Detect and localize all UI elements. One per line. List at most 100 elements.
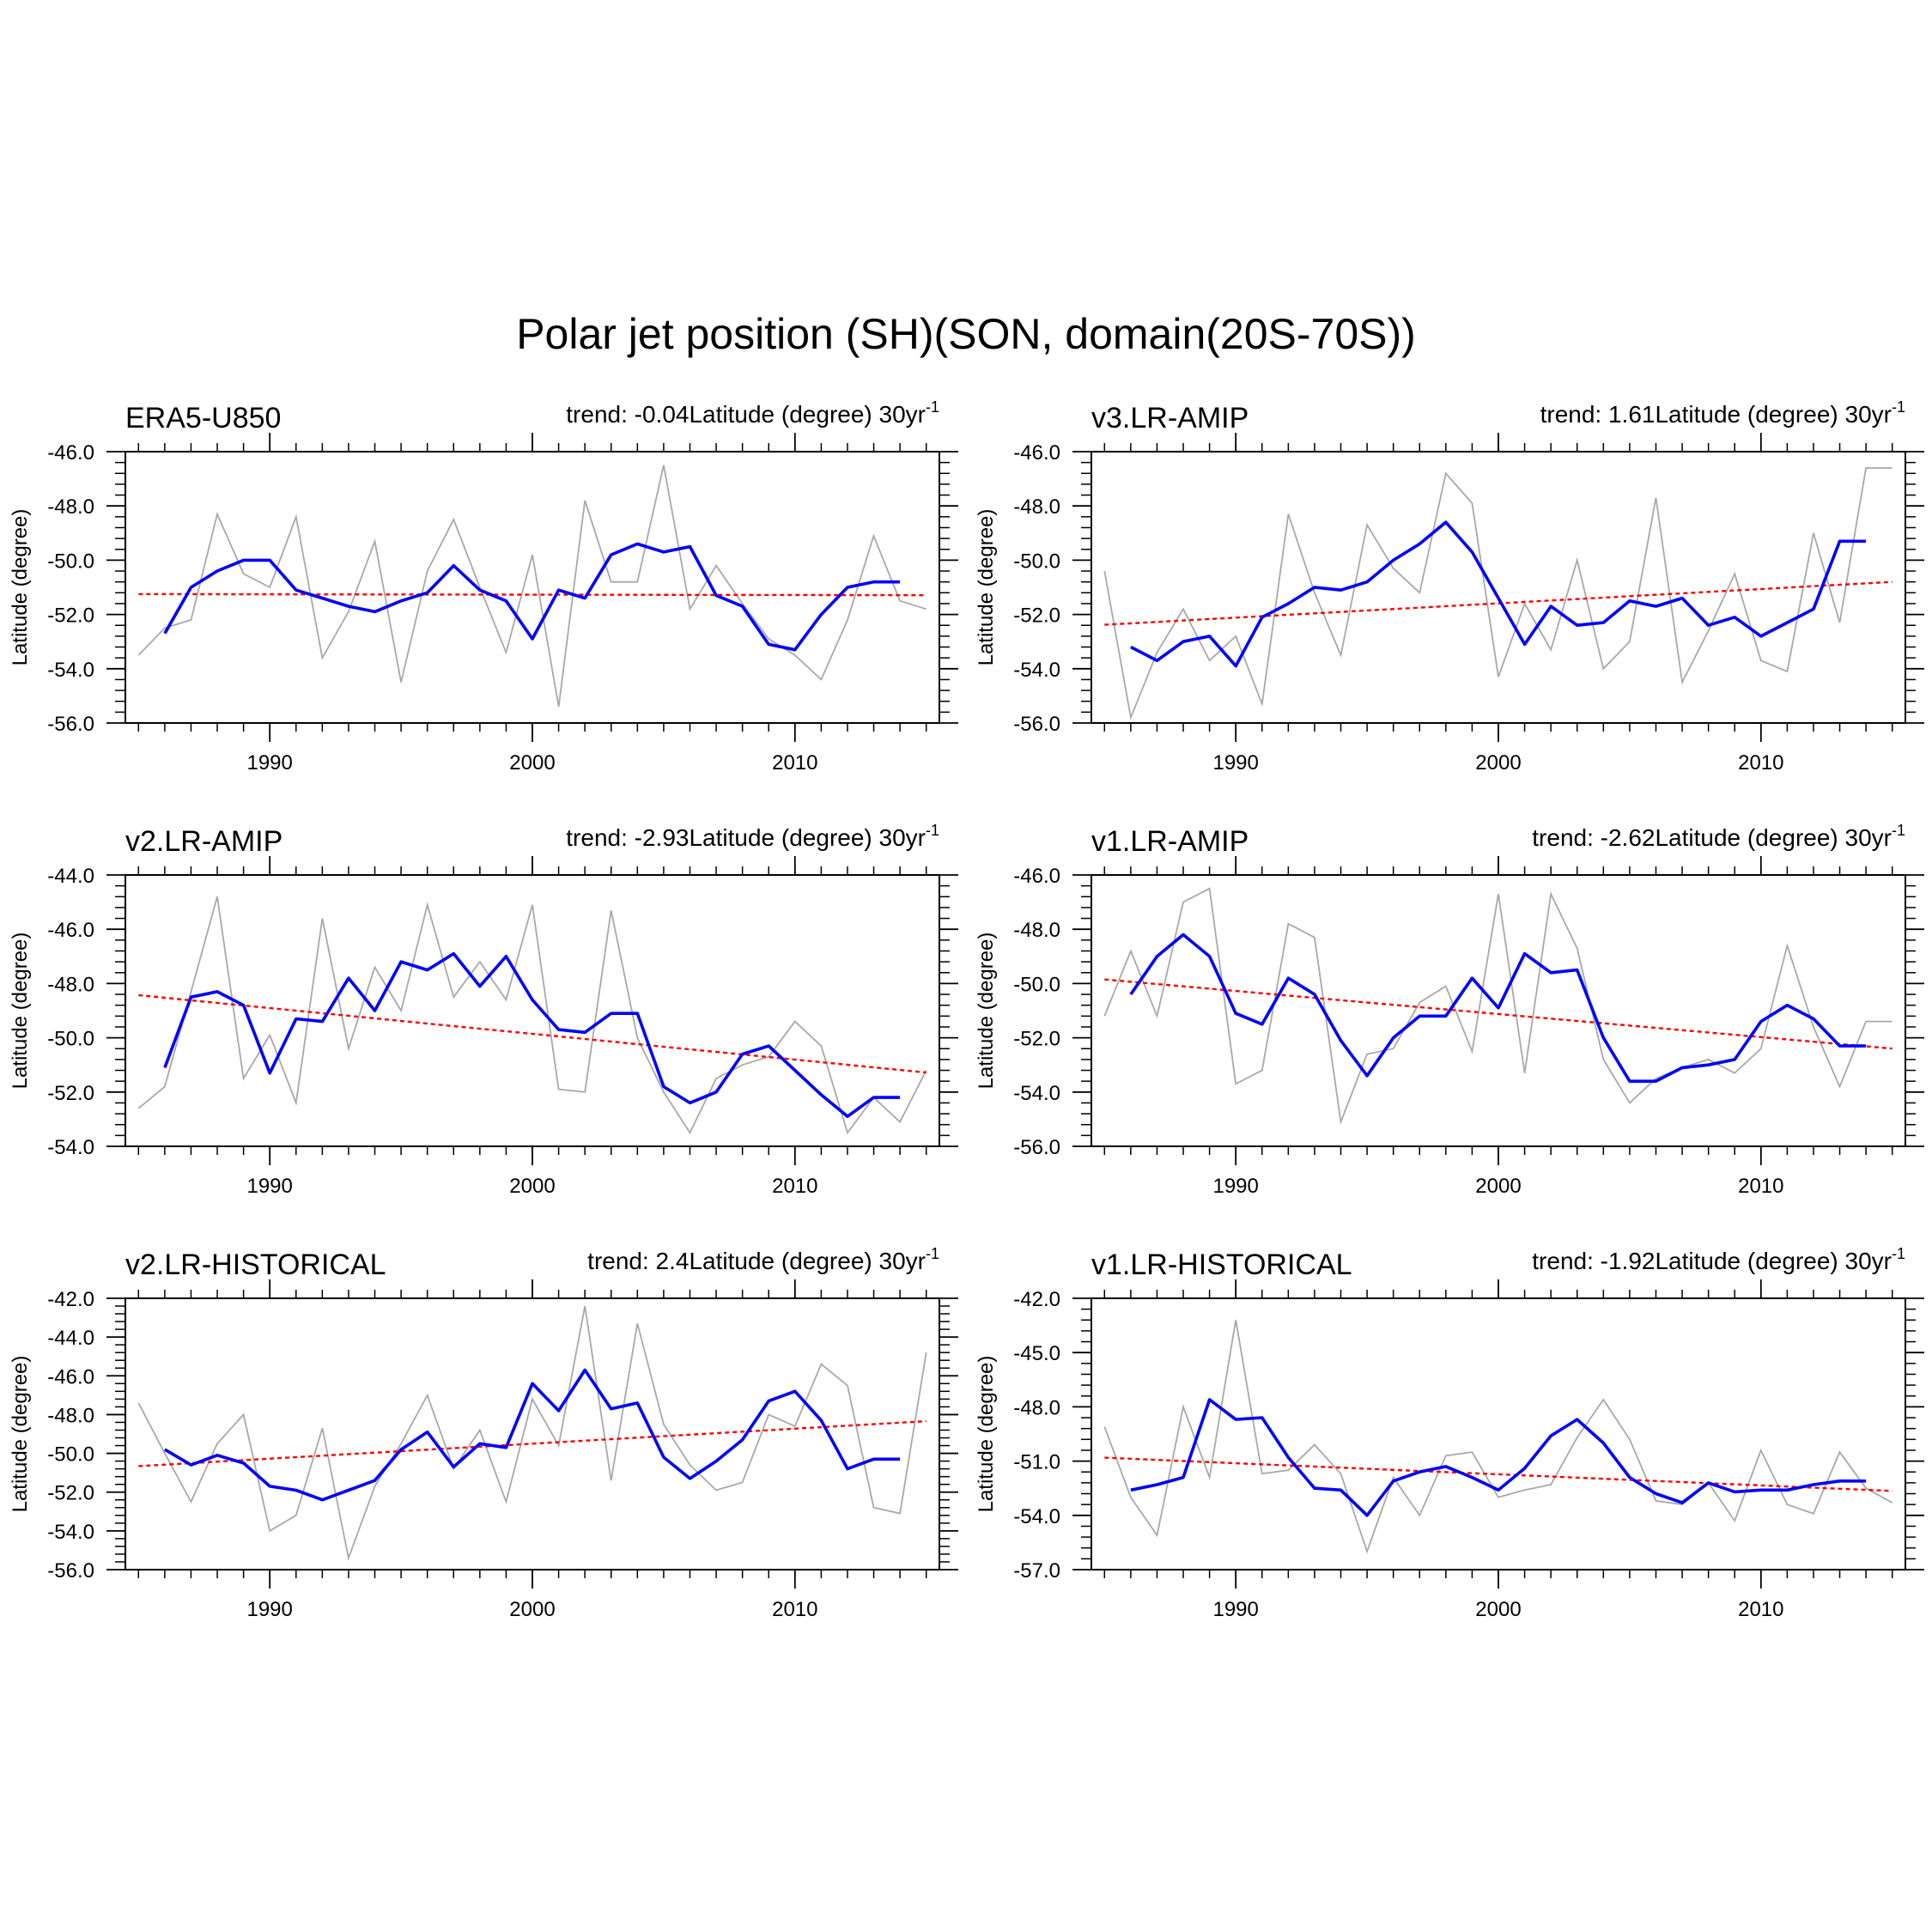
x-tick-label: 2010 (772, 1175, 817, 1198)
y-tick-label: -54.0 (47, 1136, 94, 1159)
trend-superscript: -1 (1892, 1245, 1905, 1262)
figure-title: Polar jet position (SH)(SON, domain(20S-… (516, 310, 1416, 358)
panel-5: v2.LR-HISTORICAL trend: 2.4Latitude (degr… (9, 1245, 958, 1621)
y-tick-label: -52.0 (47, 1482, 94, 1505)
panel-title: ERA5-U850 (125, 402, 281, 434)
series-smooth (1130, 1398, 1867, 1517)
x-tick-label: 2000 (1475, 1175, 1521, 1198)
panel-title: v3.LR-AMIP (1091, 402, 1249, 434)
series-raw (1103, 887, 1893, 1126)
y-tick-label: -45.0 (1013, 1342, 1060, 1365)
panel-title: v1.LR-AMIP (1091, 825, 1249, 858)
x-tick-label: 1990 (1212, 751, 1258, 775)
y-tick-label: -48.0 (47, 973, 94, 996)
trend-label: trend: 2.4Latitude (degree) 30yr-1 (587, 1245, 939, 1274)
x-tick-label: 2010 (772, 751, 817, 775)
y-tick-label: -48.0 (1013, 1396, 1060, 1419)
y-tick-label: -52.0 (1013, 605, 1060, 628)
trend-text: trend: -1.92Latitude (degree) 30yr (1532, 1248, 1892, 1274)
trend-text: trend: 1.61Latitude (degree) 30yr (1540, 401, 1892, 428)
panels-layer: ERA5-U850 trend: -0.04Latitude (degree) 3… (9, 398, 1924, 1621)
y-tick-label: -50.0 (1013, 973, 1060, 996)
series-raw (1103, 1320, 1893, 1554)
x-tick-label: 1990 (1212, 1598, 1258, 1621)
trend-label: trend: -0.04Latitude (degree) 30yr-1 (566, 398, 939, 428)
y-axis-label: Latitude (degree) (9, 1356, 32, 1513)
y-tick-label: -54.0 (47, 1521, 94, 1544)
y-tick-label: -48.0 (47, 495, 94, 519)
y-axis-label: Latitude (degree) (9, 509, 32, 666)
y-tick-label: -48.0 (47, 1404, 94, 1427)
x-tick-label: 2010 (1738, 1175, 1783, 1198)
panel-title: v2.LR-AMIP (125, 825, 283, 858)
series-smooth (1130, 520, 1867, 668)
x-tick-label: 1990 (1212, 1175, 1258, 1198)
panel-3: v2.LR-AMIP trend: -2.93Latitude (degree) … (9, 822, 958, 1198)
trend-superscript: -1 (1892, 398, 1905, 416)
y-axis-label: Latitude (degree) (975, 509, 998, 666)
trend-text: trend: 2.4Latitude (degree) 30yr (587, 1248, 926, 1274)
trend-superscript: -1 (926, 822, 939, 839)
series-trend (1104, 1456, 1893, 1492)
x-tick-label: 1990 (246, 751, 292, 775)
x-tick-label: 2010 (772, 1598, 817, 1621)
y-tick-label: -54.0 (1013, 1082, 1060, 1105)
x-tick-label: 2000 (509, 1175, 555, 1198)
plot-frame (125, 1297, 940, 1571)
y-tick-label: -56.0 (1013, 1136, 1060, 1159)
trend-label: trend: 1.61Latitude (degree) 30yr-1 (1540, 398, 1905, 428)
trend-superscript: -1 (926, 398, 939, 416)
series-trend (1104, 580, 1893, 626)
y-tick-label: -51.0 (1013, 1451, 1060, 1474)
y-tick-label: -46.0 (1013, 865, 1060, 888)
x-tick-label: 1990 (246, 1175, 292, 1198)
series-raw (137, 1305, 927, 1561)
series-smooth (163, 542, 901, 652)
trend-text: trend: -2.62Latitude (degree) 30yr (1532, 824, 1892, 851)
y-tick-label: -54.0 (1013, 659, 1060, 682)
y-tick-label: -42.0 (1013, 1288, 1060, 1311)
trend-label: trend: -2.93Latitude (degree) 30yr-1 (566, 822, 939, 851)
x-tick-label: 2010 (1738, 751, 1783, 775)
x-tick-label: 2000 (509, 751, 555, 775)
plot-frame (1091, 874, 1906, 1147)
panel-4: v1.LR-AMIP trend: -2.62Latitude (degree) … (975, 822, 1924, 1198)
series-trend (138, 993, 927, 1074)
series-trend (138, 592, 927, 597)
panel-title: v1.LR-HISTORICAL (1091, 1249, 1352, 1281)
panel-title: v2.LR-HISTORICAL (125, 1249, 386, 1281)
y-tick-label: -52.0 (47, 605, 94, 628)
x-tick-label: 2000 (1475, 1598, 1521, 1621)
trend-label: trend: -2.62Latitude (degree) 30yr-1 (1532, 822, 1905, 851)
y-tick-label: -56.0 (47, 713, 94, 736)
y-tick-label: -50.0 (1013, 550, 1060, 573)
y-tick-label: -50.0 (47, 1443, 94, 1467)
x-tick-label: 1990 (246, 1598, 292, 1621)
y-tick-label: -54.0 (1013, 1505, 1060, 1528)
trend-superscript: -1 (926, 1245, 939, 1262)
trend-text: trend: -2.93Latitude (degree) 30yr (566, 824, 926, 851)
trend-text: trend: -0.04Latitude (degree) 30yr (566, 401, 926, 428)
plot-frame (125, 874, 940, 1147)
y-tick-label: -48.0 (1013, 919, 1060, 942)
y-tick-label: -46.0 (47, 919, 94, 942)
y-tick-label: -57.0 (1013, 1559, 1060, 1583)
y-tick-label: -46.0 (47, 1365, 94, 1388)
y-tick-label: -50.0 (47, 1028, 94, 1051)
y-tick-label: -44.0 (47, 1327, 94, 1350)
plot-frame (125, 451, 940, 724)
y-axis-label: Latitude (degree) (9, 933, 32, 1090)
panel-1: ERA5-U850 trend: -0.04Latitude (degree) 3… (9, 398, 958, 775)
y-tick-label: -46.0 (47, 441, 94, 465)
x-tick-label: 2000 (1475, 751, 1521, 775)
trend-superscript: -1 (1892, 822, 1905, 839)
y-tick-label: -44.0 (47, 865, 94, 888)
plot-frame (1091, 451, 1906, 724)
y-tick-label: -42.0 (47, 1288, 94, 1311)
y-tick-label: -48.0 (1013, 495, 1060, 519)
y-tick-label: -46.0 (1013, 441, 1060, 465)
panel-6: v1.LR-HISTORICAL trend: -1.92Latitude (de… (975, 1245, 1924, 1621)
x-tick-label: 2010 (1738, 1598, 1783, 1621)
y-tick-label: -50.0 (47, 550, 94, 573)
